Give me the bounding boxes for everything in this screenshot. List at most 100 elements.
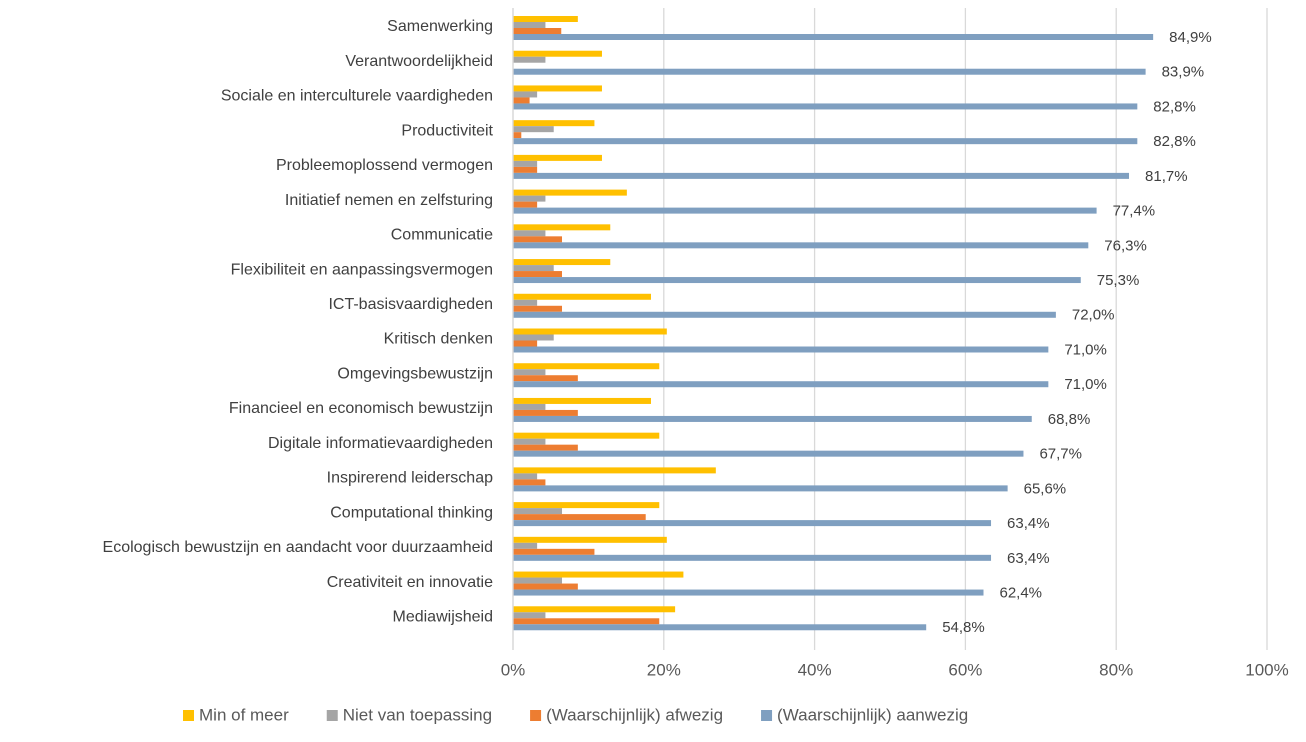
legend-label: (Waarschijnlijk) afwezig <box>546 705 723 724</box>
y-tick-label: Sociale en interculturele vaardigheden <box>221 88 493 105</box>
bar <box>513 450 1024 457</box>
y-tick-label: Flexibiliteit en aanpassingsvermogen <box>231 261 493 278</box>
bar <box>513 154 602 161</box>
y-tick-label: Financieel en economisch bewustzijn <box>229 400 493 417</box>
bar <box>513 91 538 98</box>
bar <box>513 299 538 306</box>
y-tick-label: Verantwoordelijkheid <box>345 53 493 70</box>
bar <box>513 195 546 202</box>
data-label: 84,9% <box>1169 29 1212 46</box>
bar <box>513 438 546 445</box>
bar <box>513 132 522 139</box>
y-tick-label: Kritisch denken <box>384 331 493 348</box>
bar <box>513 16 578 22</box>
data-label: 63,4% <box>1007 515 1050 532</box>
bar <box>513 520 992 527</box>
bar <box>513 207 1097 214</box>
x-tick-label: 20% <box>647 660 681 679</box>
bar <box>513 166 538 173</box>
bar <box>513 265 554 272</box>
legend-swatch <box>761 710 773 721</box>
bar <box>513 473 538 480</box>
bar <box>513 618 660 625</box>
y-tick-label: Computational thinking <box>330 504 493 521</box>
bar <box>513 28 562 34</box>
bar <box>513 224 611 231</box>
bar <box>513 305 563 312</box>
y-tick-label: Communicatie <box>391 227 493 244</box>
bar <box>513 189 627 196</box>
y-tick-label: Probleemoplossend vermogen <box>276 157 493 174</box>
bar <box>513 403 546 410</box>
data-label: 63,4% <box>1007 550 1050 567</box>
bar <box>513 126 554 133</box>
bar <box>513 409 578 416</box>
legend-label: (Waarschijnlijk) aanwezig <box>777 705 968 724</box>
data-label: 76,3% <box>1104 237 1147 254</box>
bar <box>513 230 546 237</box>
y-tick-label: Omgevingsbewustzijn <box>337 365 493 382</box>
bar <box>513 311 1056 318</box>
x-tick-label: 60% <box>948 660 982 679</box>
bar <box>513 56 546 63</box>
data-label: 82,8% <box>1153 98 1196 115</box>
bar <box>513 502 660 509</box>
bar <box>513 415 1032 422</box>
data-label: 71,0% <box>1064 376 1107 393</box>
bar <box>513 589 984 596</box>
bar <box>513 381 1049 388</box>
y-tick-label: Initiatief nemen en zelfsturing <box>285 192 493 209</box>
bar <box>513 201 538 208</box>
data-label: 77,4% <box>1113 203 1156 220</box>
bar <box>513 172 1130 179</box>
x-tick-label: 100% <box>1245 660 1288 679</box>
bar <box>513 606 676 613</box>
y-tick-label: Mediawijsheid <box>393 608 494 625</box>
bar <box>513 236 563 243</box>
bar <box>513 242 1089 249</box>
data-label: 67,7% <box>1039 446 1082 463</box>
bar <box>513 277 1081 284</box>
legend-label: Niet van toepassing <box>343 705 492 724</box>
bar <box>513 97 530 104</box>
bar <box>513 346 1049 353</box>
bar <box>513 554 992 561</box>
data-label: 81,7% <box>1145 168 1188 185</box>
data-label: 82,8% <box>1153 133 1196 150</box>
bar <box>513 369 546 376</box>
data-label: 65,6% <box>1024 480 1067 497</box>
data-label: 75,3% <box>1097 272 1140 289</box>
bar <box>513 612 546 619</box>
y-tick-label: Inspirerend leiderschap <box>327 470 493 487</box>
bar <box>513 363 660 370</box>
bar <box>513 397 651 404</box>
bar <box>513 160 538 167</box>
data-label: 72,0% <box>1072 307 1115 324</box>
bar <box>513 138 1138 145</box>
y-tick-label: ICT-basisvaardigheden <box>328 296 493 313</box>
bar <box>513 571 684 578</box>
bar <box>513 334 554 341</box>
bar <box>513 22 546 28</box>
bar <box>513 375 578 382</box>
bar <box>513 340 538 347</box>
x-tick-label: 40% <box>798 660 832 679</box>
bar <box>513 444 578 451</box>
y-tick-label: Digitale informatievaardigheden <box>268 435 493 452</box>
bar <box>513 50 602 57</box>
bar <box>513 485 1008 492</box>
data-label: 71,0% <box>1064 341 1107 358</box>
bar <box>513 293 651 300</box>
data-label: 54,8% <box>942 619 985 636</box>
y-tick-label: Ecologisch bewustzijn en aandacht voor d… <box>103 539 493 556</box>
bar <box>513 432 660 439</box>
bar <box>513 68 1146 75</box>
y-tick-label: Productiviteit <box>401 122 493 139</box>
data-label: 68,8% <box>1048 411 1091 428</box>
bar <box>513 120 595 127</box>
data-label: 62,4% <box>999 585 1042 602</box>
legend-swatch <box>183 710 194 721</box>
y-tick-label: Samenwerking <box>387 18 493 35</box>
bar <box>513 271 563 278</box>
bar <box>513 624 927 631</box>
